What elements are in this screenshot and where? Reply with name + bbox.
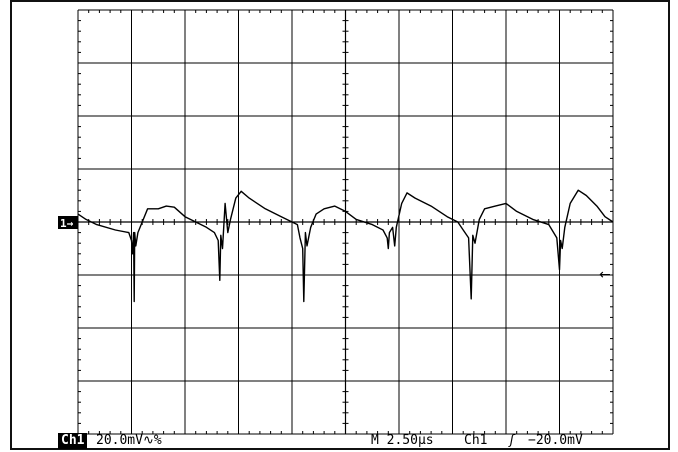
level-markers: 1→ ← (58, 216, 611, 283)
series-line-0 (77, 189, 614, 303)
waveform-trace (77, 189, 614, 303)
vertical-scale: 20.0mV∿% (96, 433, 162, 449)
ground-marker: 1→ (60, 217, 74, 230)
channel-badge[interactable]: Ch1 (58, 433, 88, 449)
trigger-level-marker: ← (599, 267, 611, 283)
graticule (77, 9, 614, 435)
status-bar: Ch1 20.0mV∿% M 2.50µs Ch1 ʃ −20.0mV (58, 433, 618, 449)
vertical-scale-value: 20.0mV (96, 433, 143, 448)
trigger-slope-icon: ʃ (508, 433, 516, 448)
coupling-icon: ∿% (142, 433, 162, 448)
timebase-readout: M 2.50µs (371, 433, 434, 448)
ground-marker-box (58, 216, 78, 229)
trigger-source: Ch1 (464, 433, 488, 448)
trigger-level-readout: −20.0mV (528, 433, 583, 448)
